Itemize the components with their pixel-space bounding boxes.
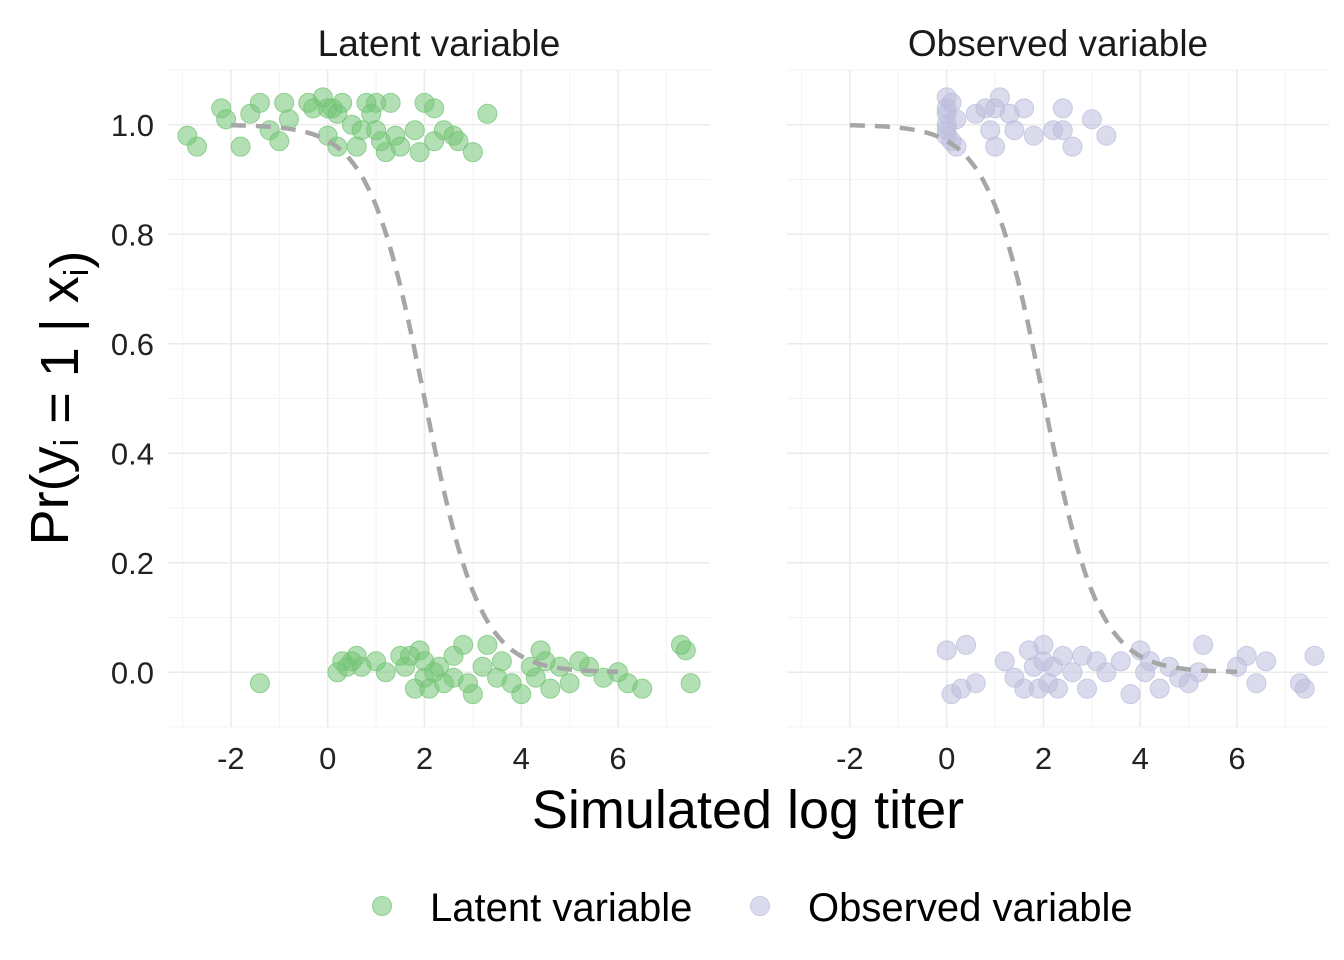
data-point [965, 673, 986, 694]
data-point [1120, 684, 1141, 705]
data-point [1246, 673, 1267, 694]
data-point [404, 120, 425, 141]
chart-panels: 0.0 0.2 0.4 0.6 0.8 1.0 -2 0 2 4 6 Latent variable -… [111, 23, 1329, 776]
fitted-curve [849, 122, 1238, 675]
data-point [1294, 678, 1315, 699]
data-point [375, 662, 396, 683]
y-tick-label: 0.2 [111, 546, 154, 581]
panel-title: Observed variable [908, 23, 1208, 64]
y-tick-label: 0.6 [111, 327, 154, 362]
data-point [1193, 634, 1214, 655]
legend-item: Latent variable [372, 886, 692, 930]
y-tick-label: 0.8 [111, 217, 154, 252]
x-tick-label: 6 [1228, 741, 1245, 776]
panel-observed: -2 0 2 4 6 Observed variable [787, 23, 1329, 776]
x-tick-label: 4 [1132, 741, 1149, 776]
data-point [462, 684, 483, 705]
y-tick-label: 1.0 [111, 108, 154, 143]
data-point [462, 142, 483, 163]
data-point [472, 656, 493, 677]
data-point [540, 678, 561, 699]
data-point [491, 651, 512, 672]
data-point [1236, 645, 1257, 666]
data-point [1139, 651, 1160, 672]
data-point [1062, 662, 1083, 683]
data-point [1256, 651, 1277, 672]
data-point [424, 98, 445, 119]
data-point [1048, 678, 1068, 699]
data-point [985, 136, 1006, 157]
data-point [1023, 125, 1044, 146]
data-point [390, 136, 411, 157]
legend-marker [372, 896, 392, 916]
data-point [1052, 98, 1073, 119]
y-tick-label: 0.0 [111, 655, 154, 690]
data-point [477, 103, 498, 124]
legend-label: Latent variable [430, 886, 692, 930]
data-point [380, 92, 401, 113]
x-tick-label: 0 [938, 741, 955, 776]
data-point [448, 131, 469, 152]
data-point [230, 136, 251, 157]
legend-item: Observed variable [750, 886, 1133, 930]
x-tick-label: -2 [217, 741, 245, 776]
x-tick-label: 6 [609, 741, 626, 776]
data-point [675, 640, 696, 661]
data-point [477, 634, 498, 655]
data-point [1304, 645, 1325, 666]
data-point [1110, 651, 1131, 672]
data-point [525, 667, 546, 688]
data-point [936, 640, 957, 661]
legend: Latent variable Observed variable [372, 886, 1133, 930]
data-point [1052, 120, 1073, 141]
data-point [946, 109, 967, 130]
data-point [249, 92, 270, 113]
x-tick-label: 0 [319, 741, 336, 776]
legend-marker [750, 896, 770, 916]
data-point [1052, 645, 1073, 666]
data-point [559, 673, 580, 694]
data-point [1149, 678, 1170, 699]
data-point [269, 131, 290, 152]
data-point [1096, 662, 1117, 683]
data-point [453, 634, 474, 655]
data-point [249, 673, 270, 694]
x-tick-label: 4 [513, 741, 530, 776]
data-point [1062, 136, 1083, 157]
x-tick-label: 2 [416, 741, 433, 776]
data-point [1096, 125, 1117, 146]
data-point [680, 673, 701, 694]
panel-title: Latent variable [318, 23, 561, 64]
data-point [989, 87, 1010, 108]
data-point [1077, 678, 1098, 699]
data-point [956, 634, 977, 655]
data-point [332, 92, 353, 113]
panel-latent: 0.0 0.2 0.4 0.6 0.8 1.0 -2 0 2 4 6 Latent variable [111, 23, 710, 776]
data-point [994, 651, 1015, 672]
x-axis-title: Simulated log titer [532, 780, 964, 840]
data-point [632, 678, 653, 699]
legend-label: Observed variable [808, 886, 1133, 930]
data-point [1014, 98, 1035, 119]
fitted-curve [230, 122, 619, 675]
x-tick-label: 2 [1035, 741, 1052, 776]
data-point [187, 136, 208, 157]
data-point [1004, 120, 1025, 141]
x-tick-label: -2 [836, 741, 864, 776]
y-tick-label: 0.4 [111, 436, 154, 471]
data-point [409, 142, 430, 163]
data-point [216, 109, 237, 130]
data-point [511, 684, 532, 705]
y-axis-title: Pr(yi = 1 | xi) [20, 251, 100, 546]
data-point [1081, 109, 1102, 130]
